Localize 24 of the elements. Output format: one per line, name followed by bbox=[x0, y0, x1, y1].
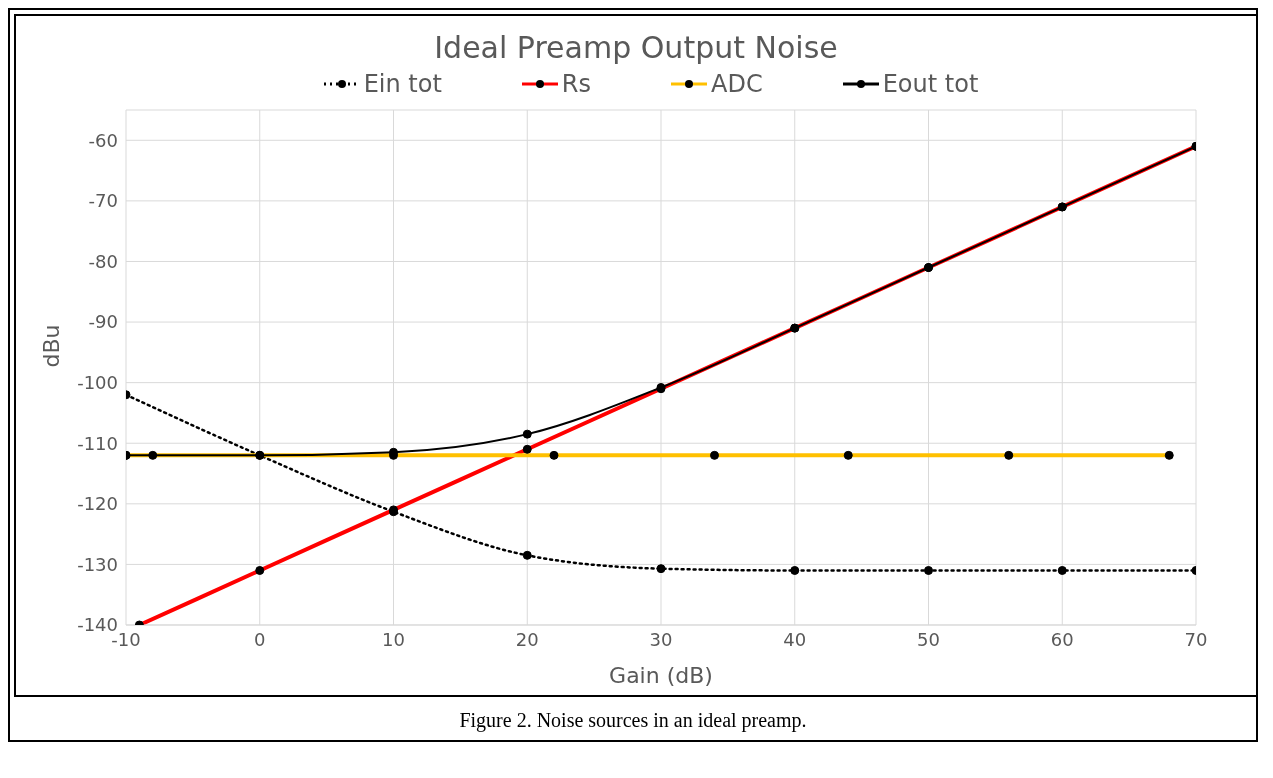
x-tick-label: 60 bbox=[1050, 628, 1074, 650]
x-tick-label: 30 bbox=[649, 628, 673, 650]
y-tick-label: -70 bbox=[88, 190, 118, 212]
y-tick-label: -100 bbox=[77, 372, 118, 394]
legend-label: Rs bbox=[560, 70, 592, 98]
x-tick-label: 70 bbox=[1184, 628, 1208, 650]
legend-label: ADC bbox=[710, 70, 763, 98]
y-tick-label: -130 bbox=[77, 553, 118, 575]
y-tick-label: -90 bbox=[88, 311, 118, 333]
caption: Figure 2. Noise sources in an ideal preamp. bbox=[458, 709, 808, 732]
y-tick-label: -120 bbox=[77, 493, 118, 515]
x-tick-label: 50 bbox=[917, 628, 940, 650]
y-tick-label: -80 bbox=[88, 250, 118, 272]
chart-title: Ideal Preamp Output Noise bbox=[433, 29, 839, 65]
x-tick-label: 40 bbox=[783, 628, 807, 650]
y-tick-label: -110 bbox=[77, 432, 118, 454]
y-axis-title: dBu bbox=[38, 324, 64, 368]
x-axis-title: Gain (dB) bbox=[609, 663, 713, 688]
x-tick-label: 0 bbox=[254, 628, 266, 650]
legend-label: Ein tot bbox=[362, 70, 442, 98]
x-tick-label: 10 bbox=[382, 628, 405, 650]
x-tick-label: 20 bbox=[515, 628, 539, 650]
legend-label: Eout tot bbox=[881, 70, 979, 98]
y-tick-label: -60 bbox=[88, 129, 118, 151]
